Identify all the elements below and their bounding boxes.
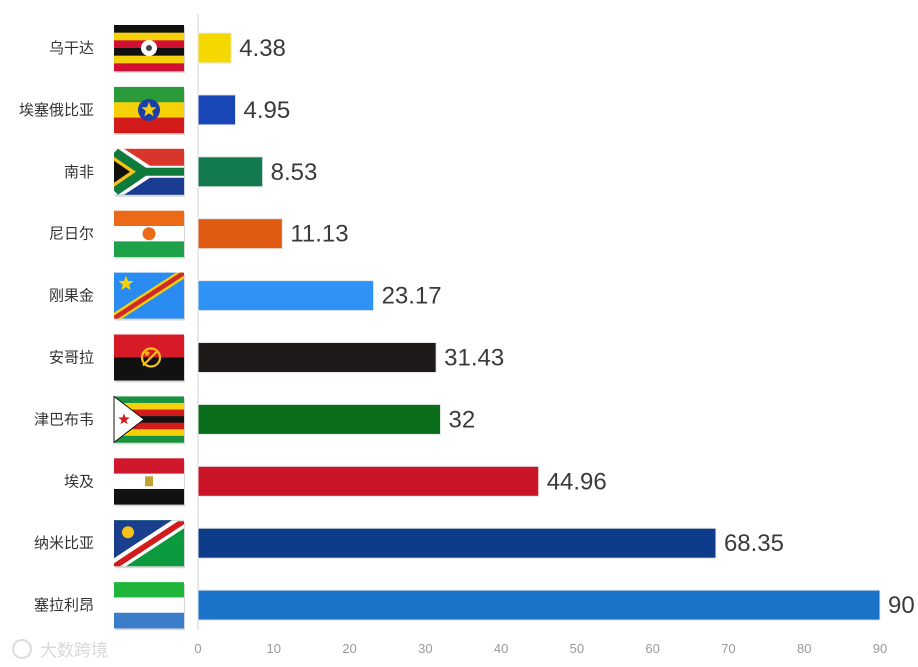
category-label: 埃塞俄比亚	[19, 101, 94, 119]
value-label: 4.95	[244, 97, 291, 124]
bar	[197, 342, 437, 373]
chart-row: 纳米比亚 68.35	[34, 520, 784, 569]
chart-row: 乌干达 4.38	[49, 25, 286, 73]
chart-rows: 乌干达 4.38 埃塞俄比亚 4.95 南非 8.53 尼日尔 11.13 刚果金 23.17 安哥…	[19, 25, 915, 631]
watermark: 大数跨境	[12, 639, 108, 661]
chart-row: 安哥拉 31.43	[49, 334, 504, 383]
chart-row: 南非 8.53	[64, 148, 318, 197]
x-tick-label: 0	[194, 641, 201, 656]
chart-row: 尼日尔 11.13	[49, 210, 349, 259]
flag-dr-congo-icon	[114, 272, 185, 321]
x-tick-label: 20	[342, 641, 356, 656]
flag-zimbabwe-icon	[113, 395, 185, 445]
bar	[197, 465, 540, 497]
category-label: 刚果金	[49, 287, 94, 305]
value-label: 8.53	[271, 159, 318, 186]
value-label: 90	[888, 592, 915, 619]
flag-angola-icon	[114, 334, 185, 383]
chart-row: 埃及 44.96	[64, 458, 607, 507]
x-tick-label: 10	[267, 641, 281, 656]
chart-row: 埃塞俄比亚 4.95	[19, 86, 291, 135]
bar	[197, 94, 237, 126]
value-label: 11.13	[290, 221, 348, 248]
value-label: 44.96	[547, 468, 607, 495]
category-label: 南非	[64, 163, 94, 181]
x-tick-label: 30	[418, 641, 432, 656]
chart-row: 刚果金 23.17	[49, 272, 442, 321]
category-label: 塞拉利昂	[34, 596, 94, 614]
flag-namibia-icon	[114, 520, 185, 569]
bar	[197, 156, 264, 188]
chart-row: 津巴布韦 32	[34, 395, 475, 445]
value-label: 31.43	[444, 345, 504, 372]
flag-uganda-icon	[114, 25, 185, 73]
watermark-logo-icon	[12, 639, 32, 659]
bar	[197, 527, 717, 559]
flag-niger-icon	[114, 210, 185, 259]
category-label: 乌干达	[49, 39, 94, 57]
value-label: 32	[448, 406, 475, 433]
value-label: 68.35	[724, 530, 784, 557]
flag-ethiopia-icon	[114, 86, 185, 135]
flag-south-africa-icon	[114, 148, 185, 197]
bar	[197, 589, 881, 621]
category-label: 埃及	[64, 472, 94, 490]
x-tick-label: 90	[873, 641, 887, 656]
bar	[197, 218, 283, 250]
x-axis-ticks: 0 10 20 30 40 50 60 70 80 90	[194, 641, 887, 656]
category-label: 尼日尔	[49, 225, 94, 243]
bar	[197, 403, 441, 435]
bar	[197, 280, 375, 312]
x-tick-label: 60	[645, 641, 659, 656]
flag-sierra-leone-icon	[114, 582, 185, 631]
x-tick-label: 70	[721, 641, 735, 656]
x-tick-label: 50	[570, 641, 584, 656]
category-label: 纳米比亚	[34, 534, 94, 552]
watermark-text: 大数跨境	[40, 641, 108, 661]
flag-egypt-icon	[114, 458, 185, 507]
value-label: 23.17	[382, 283, 442, 310]
category-label: 安哥拉	[49, 349, 94, 367]
x-tick-label: 80	[797, 641, 811, 656]
value-label: 4.38	[239, 35, 286, 62]
bar	[197, 32, 232, 64]
x-tick-label: 40	[494, 641, 508, 656]
chart-row: 塞拉利昂 90	[34, 582, 915, 631]
category-label: 津巴布韦	[34, 410, 94, 428]
